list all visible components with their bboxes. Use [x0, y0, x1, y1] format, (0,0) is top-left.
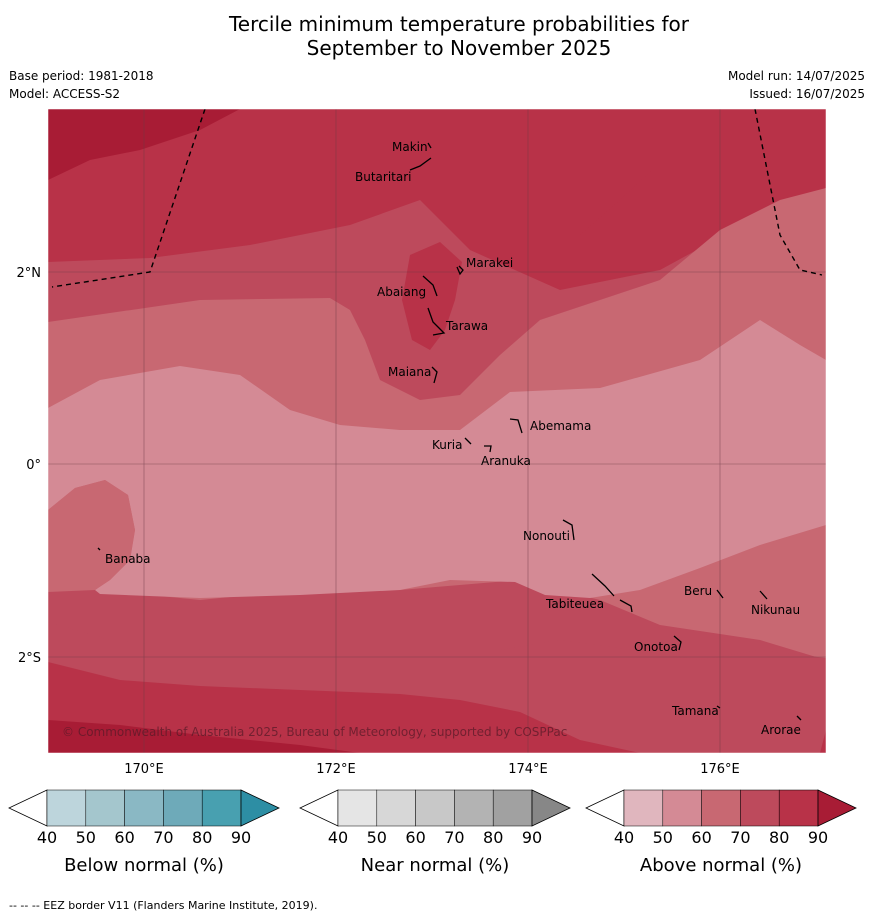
place-label: Tabiteuea [545, 597, 604, 611]
legend-tick-label: 60 [691, 828, 711, 847]
legend-swatch [124, 789, 164, 827]
legend-tick-label: 60 [114, 828, 134, 847]
legend-swatch [454, 789, 494, 827]
legend-high-extension [240, 789, 280, 827]
legend-low-extension [585, 789, 625, 827]
latitude-labels: 2°N 0° 2°S [17, 266, 42, 666]
meta-left: Base period: 1981-2018 Model: ACCESS-S2 [9, 67, 154, 103]
eez-border [51, 109, 823, 288]
title-line-1: Tercile minimum temperature probabilitie… [228, 12, 690, 36]
place-label: Onotoa [634, 640, 678, 654]
graticule [48, 109, 826, 753]
lon-label: 176°E [700, 762, 740, 777]
legend-tick-label: 80 [483, 828, 503, 847]
lat-label: 2°N [17, 266, 42, 281]
place-label: Nonouti [523, 529, 570, 543]
legend-swatch [778, 789, 819, 827]
legend-colorbar: 40 50 60 70 80 90 Below normal (%) [8, 789, 280, 876]
legend-tick-label: 40 [37, 828, 57, 847]
band-60-70-banaba [48, 480, 135, 592]
legend-swatch [85, 789, 125, 827]
legend-low-extension [299, 789, 339, 827]
legend-tick-label: 50 [653, 828, 673, 847]
legend-tick-label: 50 [367, 828, 387, 847]
probability-map [48, 109, 826, 753]
legends: 40 50 60 70 80 90 Below normal (%) 40 50 60 70 80 90… [8, 789, 857, 876]
lat-label: 2°S [18, 651, 41, 666]
legend-tick-label: 50 [76, 828, 96, 847]
meta-right: Model run: 14/07/2025 Issued: 16/07/2025 [728, 67, 865, 103]
legend-swatch [623, 789, 664, 827]
legend-high-extension [531, 789, 571, 827]
lat-label: 0° [26, 458, 41, 473]
place-label: Arorae [761, 723, 801, 737]
model-run: Model run: 14/07/2025 [727, 69, 865, 83]
longitude-labels: 170°E 172°E 174°E 176°E [124, 762, 740, 777]
place-label: Beru [684, 584, 712, 598]
place-label: Banaba [105, 552, 151, 566]
legend-title: Near normal (%) [361, 855, 510, 876]
legend-colorbar: 40 50 60 70 80 90 Near normal (%) [299, 789, 571, 876]
issued-date: Issued: 16/07/2025 [749, 87, 865, 101]
place-label: Makin [392, 140, 428, 154]
legend-title: Below normal (%) [64, 855, 224, 876]
legend-tick-label: 70 [730, 828, 750, 847]
chart-title: Tercile minimum temperature probabilitie… [0, 12, 873, 60]
legend-title: Above normal (%) [640, 855, 802, 876]
legend-tick-label: 40 [614, 828, 634, 847]
legend-high-extension [817, 789, 857, 827]
band-80-90-south [48, 662, 640, 753]
legend-tick-label: 90 [522, 828, 542, 847]
place-label: Butaritari [355, 170, 412, 184]
legend-tick-label: 80 [769, 828, 789, 847]
band-80-90-tarawa [402, 242, 462, 350]
place-label: Tamana [671, 704, 719, 718]
place-label: Marakei [466, 256, 513, 270]
legend-tick-label: 60 [405, 828, 425, 847]
map-frame [47, 108, 827, 754]
legend-swatch [163, 789, 203, 827]
legend-swatch [662, 789, 702, 827]
legend-swatch [701, 789, 741, 827]
lon-label: 170°E [124, 762, 164, 777]
legend-swatch [415, 789, 455, 827]
legend-tick-label: 80 [192, 828, 212, 847]
band-50-60-central [48, 320, 826, 598]
place-label: Aranuka [481, 454, 531, 468]
legend-tick-label: 70 [444, 828, 464, 847]
lon-label: 174°E [508, 762, 548, 777]
place-label: Tarawa [445, 319, 488, 333]
title-line-2: September to November 2025 [306, 36, 612, 60]
island-outlines [97, 142, 802, 721]
legend-tick-label: 90 [808, 828, 828, 847]
copyright-text: © Commonwealth of Australia 2025, Bureau… [62, 725, 567, 739]
legend-colorbar: 40 50 60 70 80 90 Above normal (%) [585, 789, 857, 876]
legend-swatch [46, 789, 87, 827]
legend-tick-label: 90 [231, 828, 251, 847]
place-label: Abaiang [377, 285, 426, 299]
legend-swatch [492, 789, 533, 827]
legend-tick-label: 40 [328, 828, 348, 847]
eez-footer-note: -- -- -- EEZ border V11 (Flanders Marine… [9, 899, 318, 912]
place-label: Abemama [530, 419, 591, 433]
place-label: Kuria [432, 438, 463, 452]
place-label: Nikunau [751, 603, 800, 617]
legend-swatch [337, 789, 378, 827]
band-80-90-southeast [820, 730, 826, 753]
band-90-south [48, 720, 360, 753]
legend-swatch [740, 789, 780, 827]
legend-swatch [376, 789, 416, 827]
island-labels: Makin Butaritari Marakei Abaiang Tarawa … [105, 140, 801, 737]
base-period: Base period: 1981-2018 [9, 69, 154, 83]
legend-swatch [201, 789, 242, 827]
legend-low-extension [8, 789, 48, 827]
lon-label: 172°E [316, 762, 356, 777]
model-name: Model: ACCESS-S2 [9, 87, 121, 101]
legend-tick-label: 70 [153, 828, 173, 847]
band-80-90-north-centre [530, 109, 660, 245]
place-label: Maiana [388, 365, 431, 379]
